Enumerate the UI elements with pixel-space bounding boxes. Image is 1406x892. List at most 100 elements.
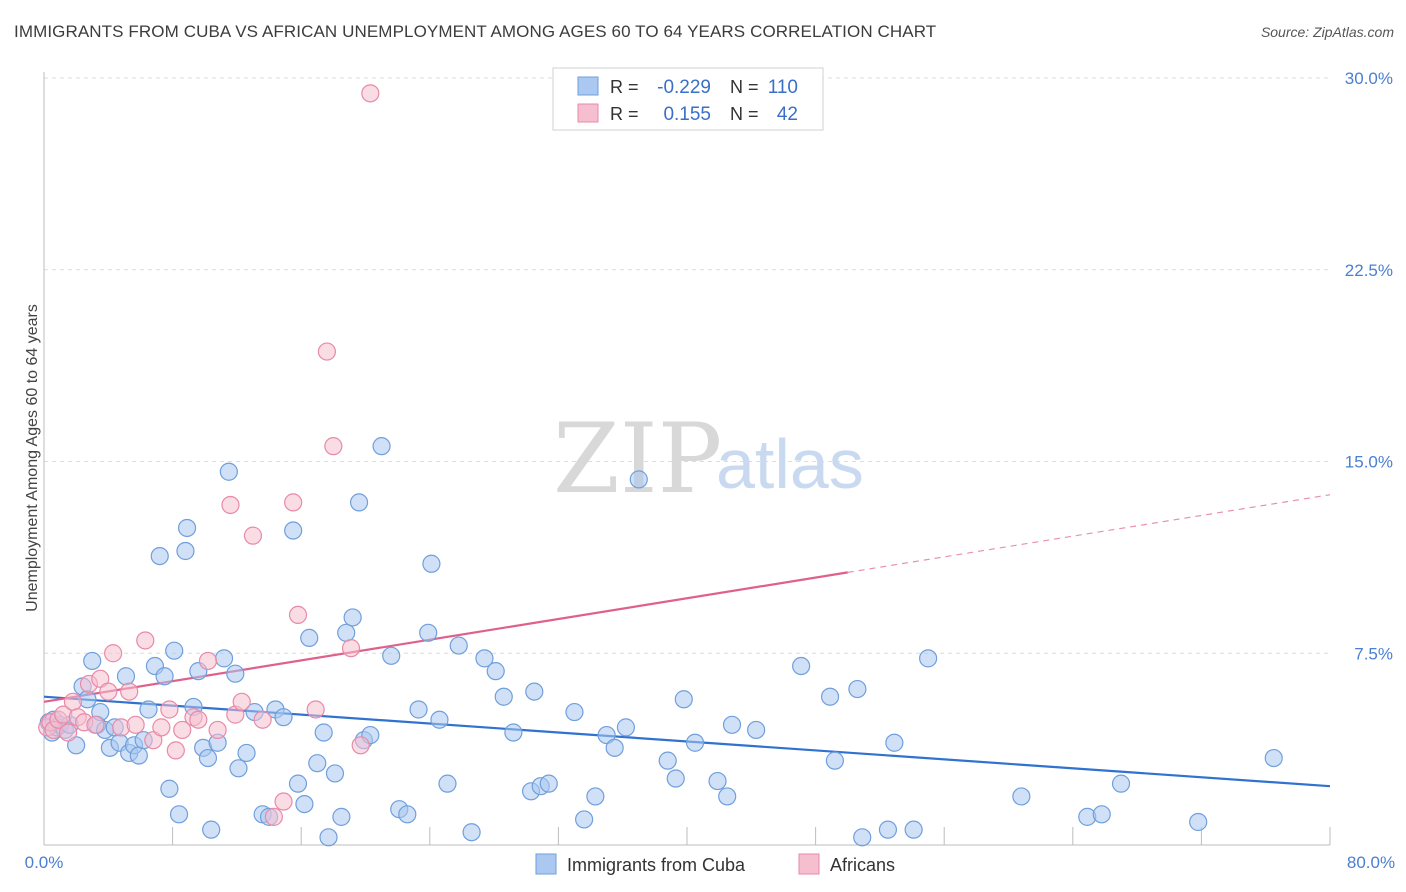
point-africans	[144, 731, 163, 750]
point-africans	[126, 715, 145, 734]
point-immigrants-from-cuba	[226, 664, 245, 683]
point-immigrants-from-cuba	[83, 651, 102, 671]
point-immigrants-from-cuba	[825, 751, 844, 770]
point-africans	[208, 720, 227, 740]
correlation-legend: R = -0.229 N = 110 R = 0.155 N = 42	[552, 67, 824, 131]
point-immigrants-from-cuba	[343, 608, 362, 627]
point-immigrants-from-cuba	[616, 718, 636, 737]
point-immigrants-from-cuba	[300, 628, 319, 648]
point-immigrants-from-cuba	[486, 662, 505, 681]
point-immigrants-from-cuba	[1264, 748, 1283, 768]
legend-n-value-2: 42	[777, 104, 798, 125]
legend-r-label-1: R =	[610, 77, 639, 97]
y-tick-label: 15.0%	[1345, 453, 1393, 472]
point-africans	[361, 84, 380, 103]
source-label: Source: ZipAtlas.com	[1260, 24, 1394, 40]
point-immigrants-from-cuba	[605, 738, 624, 757]
series-legend: Immigrants from Cuba Africans	[535, 853, 895, 875]
point-immigrants-from-cuba	[722, 715, 742, 734]
point-immigrants-from-cuba	[229, 759, 248, 778]
point-africans	[221, 495, 240, 515]
point-immigrants-from-cuba	[792, 656, 811, 676]
legend-n-label-2: N =	[730, 104, 759, 124]
y-tick-label: 7.5%	[1354, 644, 1393, 663]
point-africans	[317, 342, 337, 361]
point-immigrants-from-cuba	[198, 748, 218, 768]
point-immigrants-from-cuba	[475, 649, 494, 668]
point-africans	[59, 723, 78, 742]
point-africans	[91, 669, 110, 688]
point-immigrants-from-cuba	[820, 687, 840, 706]
watermark-zip: ZIP	[553, 403, 722, 515]
point-immigrants-from-cuba	[332, 807, 351, 826]
point-immigrants-from-cuba	[155, 667, 174, 686]
point-africans	[351, 736, 370, 755]
point-immigrants-from-cuba	[325, 764, 345, 783]
point-africans	[63, 692, 83, 711]
point-immigrants-from-cuba	[586, 787, 605, 806]
point-africans	[288, 605, 308, 625]
point-immigrants-from-cuba	[539, 774, 558, 793]
point-africans	[86, 715, 105, 734]
trend-line-africans	[43, 571, 848, 703]
point-immigrants-from-cuba	[314, 723, 333, 742]
legend-swatch-pink	[577, 103, 599, 123]
point-immigrants-from-cuba	[904, 820, 923, 839]
point-africans	[152, 718, 171, 737]
x-tick-label-max: 80.0%	[1347, 853, 1395, 872]
point-africans	[341, 639, 361, 658]
point-africans	[166, 741, 185, 760]
y-axis-title: Unemployment Among Ages 60 to 64 years	[24, 304, 41, 612]
point-africans	[243, 526, 263, 545]
point-immigrants-from-cuba	[1189, 812, 1208, 832]
point-africans	[306, 700, 325, 719]
point-immigrants-from-cuba	[438, 774, 457, 793]
x-axis-tick-marks	[172, 827, 1331, 845]
point-immigrants-from-cuba	[319, 828, 338, 847]
y-tick-label: 30.0%	[1345, 69, 1393, 88]
point-africans	[136, 631, 155, 650]
point-immigrants-from-cuba	[565, 702, 584, 722]
chart-title: IMMIGRANTS FROM CUBA VS AFRICAN UNEMPLOY…	[14, 22, 937, 41]
point-immigrants-from-cuba	[372, 437, 391, 456]
point-immigrants-from-cuba	[67, 736, 86, 755]
point-immigrants-from-cuba	[747, 720, 766, 740]
point-immigrants-from-cuba	[129, 746, 148, 765]
point-immigrants-from-cuba	[848, 679, 867, 699]
point-africans	[104, 644, 123, 663]
bottom-legend-swatch-pink	[798, 853, 820, 875]
point-africans	[274, 792, 293, 811]
point-immigrants-from-cuba	[295, 794, 314, 814]
point-immigrants-from-cuba	[219, 462, 238, 481]
point-immigrants-from-cuba	[176, 541, 195, 561]
point-immigrants-from-cuba	[718, 787, 737, 806]
y-axis-tick-labels: 7.5% 15.0% 22.5% 30.0%	[1345, 69, 1393, 663]
point-immigrants-from-cuba	[462, 823, 481, 842]
point-immigrants-from-cuba	[430, 710, 449, 729]
point-immigrants-from-cuba	[382, 646, 401, 665]
legend-n-label-1: N =	[730, 77, 759, 97]
point-immigrants-from-cuba	[575, 810, 594, 829]
point-immigrants-from-cuba	[237, 743, 256, 763]
point-immigrants-from-cuba	[685, 733, 705, 752]
bottom-legend-label-blue: Immigrants from Cuba	[567, 855, 746, 875]
point-immigrants-from-cuba	[919, 649, 938, 668]
point-immigrants-from-cuba	[504, 723, 523, 742]
point-immigrants-from-cuba	[177, 518, 197, 538]
point-immigrants-from-cuba	[1012, 787, 1031, 806]
point-africans	[198, 651, 218, 671]
point-africans	[120, 682, 139, 701]
trend-line-africans-extrapolated	[847, 494, 1331, 573]
point-immigrants-from-cuba	[214, 649, 234, 668]
point-immigrants-from-cuba	[349, 493, 369, 512]
point-africans	[173, 720, 192, 740]
point-immigrants-from-cuba	[629, 470, 648, 489]
legend-r-value-1: -0.229	[657, 77, 711, 98]
point-immigrants-from-cuba	[116, 667, 136, 686]
point-immigrants-from-cuba	[337, 623, 356, 642]
legend-r-value-2: 0.155	[663, 104, 711, 125]
legend-r-label-2: R =	[610, 104, 639, 124]
point-immigrants-from-cuba	[274, 708, 293, 727]
point-africans	[284, 493, 303, 512]
